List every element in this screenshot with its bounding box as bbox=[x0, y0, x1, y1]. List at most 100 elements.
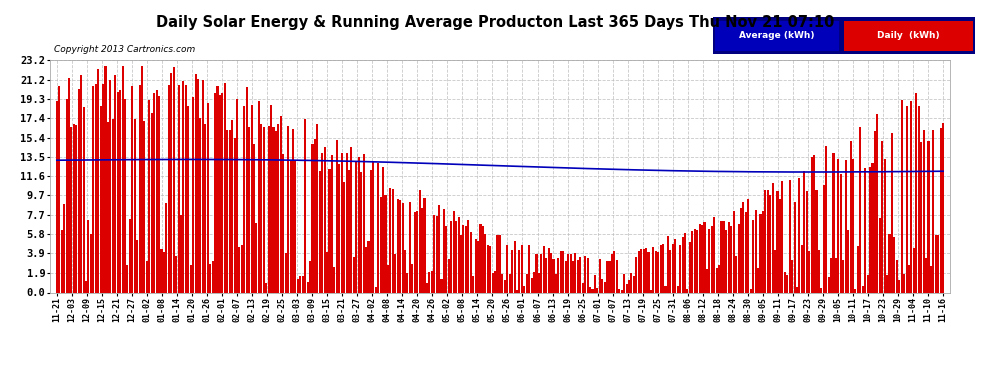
Bar bbox=[65, 99, 67, 292]
Bar bbox=[375, 288, 377, 292]
Bar bbox=[409, 202, 411, 292]
Bar bbox=[212, 261, 214, 292]
Bar bbox=[146, 261, 148, 292]
Bar bbox=[467, 220, 469, 292]
Bar bbox=[397, 199, 399, 292]
Bar bbox=[195, 74, 197, 292]
Bar bbox=[357, 157, 359, 292]
Bar bbox=[292, 129, 294, 292]
Bar bbox=[888, 234, 891, 292]
Bar bbox=[798, 178, 801, 292]
Bar bbox=[835, 258, 837, 292]
Bar bbox=[916, 93, 918, 292]
Bar bbox=[757, 267, 759, 292]
Bar bbox=[134, 119, 136, 292]
Bar bbox=[696, 230, 698, 292]
Bar bbox=[492, 273, 494, 292]
Bar bbox=[85, 281, 87, 292]
Bar bbox=[370, 170, 372, 292]
Bar bbox=[896, 261, 898, 292]
Bar bbox=[250, 105, 252, 292]
Bar bbox=[436, 216, 438, 292]
Bar bbox=[350, 147, 352, 292]
Bar bbox=[728, 222, 730, 292]
Bar bbox=[749, 289, 751, 292]
Bar bbox=[226, 129, 229, 292]
Bar bbox=[674, 239, 676, 292]
Bar bbox=[531, 278, 533, 292]
Bar bbox=[708, 229, 711, 292]
Bar bbox=[236, 99, 238, 292]
Bar bbox=[297, 279, 299, 292]
Bar bbox=[856, 246, 859, 292]
Bar bbox=[886, 275, 888, 292]
Bar bbox=[536, 254, 538, 292]
Bar bbox=[70, 127, 72, 292]
Bar bbox=[541, 254, 543, 292]
Bar bbox=[557, 258, 559, 292]
Bar bbox=[97, 69, 99, 292]
Text: Daily  (kWh): Daily (kWh) bbox=[877, 31, 940, 40]
Bar bbox=[913, 249, 915, 292]
Bar bbox=[844, 160, 846, 292]
Bar bbox=[167, 85, 170, 292]
Bar bbox=[616, 261, 618, 292]
Bar bbox=[526, 274, 528, 292]
Bar bbox=[255, 224, 257, 292]
Bar bbox=[684, 233, 686, 292]
Bar bbox=[253, 144, 255, 292]
Bar bbox=[155, 90, 157, 292]
Bar bbox=[636, 257, 638, 292]
Bar bbox=[881, 141, 883, 292]
Bar bbox=[731, 226, 733, 292]
Bar bbox=[419, 190, 421, 292]
Bar bbox=[257, 101, 260, 292]
Bar bbox=[718, 265, 720, 292]
Bar bbox=[202, 80, 204, 292]
Bar bbox=[562, 251, 564, 292]
Bar bbox=[341, 153, 343, 292]
Bar bbox=[923, 130, 925, 292]
Bar bbox=[791, 260, 793, 292]
Bar bbox=[158, 96, 160, 292]
Bar bbox=[355, 161, 357, 292]
Bar bbox=[199, 118, 202, 292]
Bar bbox=[175, 256, 177, 292]
Bar bbox=[499, 234, 501, 292]
Bar bbox=[672, 244, 674, 292]
Bar bbox=[331, 155, 333, 292]
Bar bbox=[105, 66, 107, 292]
Bar bbox=[726, 230, 728, 292]
Bar bbox=[377, 164, 379, 292]
Bar bbox=[294, 160, 296, 292]
Bar bbox=[621, 290, 623, 292]
Bar bbox=[150, 113, 152, 292]
Bar bbox=[589, 286, 591, 292]
Bar bbox=[58, 86, 60, 292]
Bar bbox=[316, 124, 319, 292]
Bar bbox=[246, 87, 248, 292]
Bar bbox=[543, 246, 545, 292]
Bar bbox=[114, 75, 116, 292]
Bar bbox=[326, 252, 328, 292]
Bar bbox=[514, 242, 516, 292]
Text: Copyright 2013 Cartronics.com: Copyright 2013 Cartronics.com bbox=[54, 45, 196, 54]
Bar bbox=[838, 159, 840, 292]
Bar bbox=[818, 251, 820, 292]
Bar bbox=[842, 260, 844, 292]
Bar bbox=[808, 251, 810, 292]
Bar bbox=[319, 171, 321, 292]
Bar bbox=[275, 131, 277, 292]
Bar bbox=[574, 253, 576, 292]
Bar bbox=[754, 210, 756, 292]
Bar bbox=[643, 249, 644, 292]
Bar bbox=[747, 199, 749, 292]
Bar bbox=[411, 264, 414, 292]
Bar bbox=[786, 275, 788, 292]
Bar bbox=[813, 155, 815, 292]
Bar bbox=[122, 66, 124, 292]
Text: Daily Solar Energy & Running Average Producton Last 365 Days Thu Nov 21 07:10: Daily Solar Energy & Running Average Pro… bbox=[155, 15, 835, 30]
Bar bbox=[594, 275, 596, 292]
Bar bbox=[450, 221, 452, 292]
Bar bbox=[694, 229, 696, 292]
